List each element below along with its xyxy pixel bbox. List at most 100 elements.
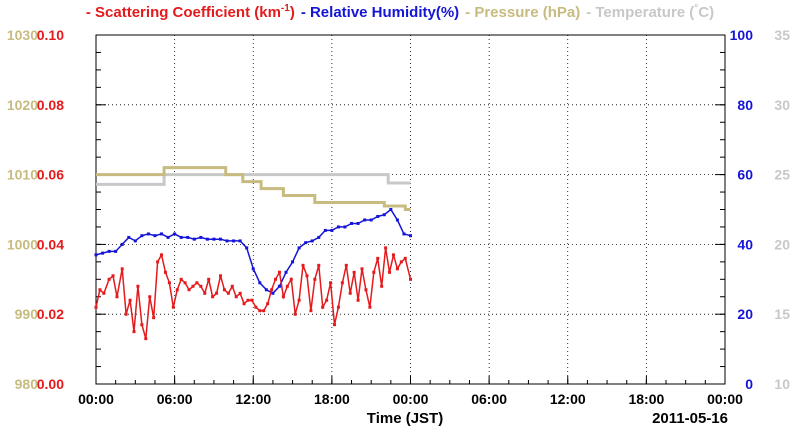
scattering-series-line <box>95 247 412 339</box>
humidity-data-point <box>153 234 157 238</box>
scattering-data-point <box>391 253 395 257</box>
humidity-axis-tick-label: 100 <box>730 27 754 43</box>
legend-entry-text: - Scattering Coefficient (km <box>85 4 281 21</box>
humidity-data-point <box>258 281 262 285</box>
scattering-data-point <box>136 284 140 288</box>
humidity-data-point <box>199 235 203 239</box>
scattering-data-point <box>266 302 270 306</box>
pressure-axis-tick-label: 1010 <box>7 167 38 183</box>
legend-entry: - Scattering Coefficient (km-1) <box>85 3 295 21</box>
humidity-data-point <box>101 251 105 255</box>
scattering-data-point <box>179 277 183 281</box>
humidity-data-point <box>120 242 124 246</box>
scattering-data-point <box>344 263 348 267</box>
humidity-data-point <box>192 237 196 241</box>
legend-entry-text: - Pressure (hPa) <box>465 4 581 21</box>
legend-entry: - Pressure (hPa) <box>465 4 580 21</box>
scattering-data-point <box>293 312 297 316</box>
scattering-axis-tick-label: 0.02 <box>37 306 64 322</box>
legend-entry-text: - Relative Humidity(%) <box>300 4 460 21</box>
legend-entry-suffix: ) <box>289 4 295 21</box>
humidity-data-point <box>369 218 373 222</box>
scattering-data-point <box>207 277 211 281</box>
scattering-data-point <box>348 291 352 295</box>
scattering-axis-tick-label: 0.04 <box>37 236 64 252</box>
scattering-data-point <box>171 305 175 309</box>
humidity-data-point <box>127 235 131 239</box>
humidity-data-point <box>251 267 255 271</box>
scattering-data-point <box>191 284 195 288</box>
scattering-data-point <box>238 291 242 295</box>
scattering-data-point <box>403 256 407 260</box>
scattering-axis-tick-label: 0.10 <box>37 27 64 43</box>
scattering-axis-tick-label: 0.06 <box>37 167 64 183</box>
temperature-axis-tick-label: 15 <box>774 306 790 322</box>
scattering-data-point <box>395 267 399 271</box>
scattering-data-point <box>183 281 187 285</box>
x-axis-tick-label: 12:00 <box>550 391 586 407</box>
humidity-data-point <box>317 235 321 239</box>
scattering-data-point <box>364 288 368 292</box>
scattering-data-point <box>297 298 301 302</box>
humidity-data-point <box>376 214 380 218</box>
x-axis-tick-label: 00:00 <box>707 391 743 407</box>
scattering-data-point <box>270 288 274 292</box>
scattering-data-point <box>388 270 392 274</box>
scattering-data-point <box>301 263 305 267</box>
legend: - Scattering Coefficient (km-1) - Relativ… <box>0 3 800 21</box>
series-group <box>94 166 412 341</box>
humidity-data-point <box>310 239 314 243</box>
scattering-data-point <box>321 305 325 309</box>
humidity-data-point <box>245 246 249 250</box>
humidity-data-point <box>284 270 288 274</box>
scattering-data-point <box>140 323 144 327</box>
humidity-data-point <box>304 241 308 245</box>
scattering-data-point <box>132 330 136 334</box>
x-axis-tick-label: 12:00 <box>235 391 271 407</box>
scattering-data-point <box>111 274 115 278</box>
x-axis-tick-label: 06:00 <box>157 391 193 407</box>
x-axis-label: Time (JST) <box>367 410 443 427</box>
humidity-data-point <box>133 239 137 243</box>
humidity-data-point <box>212 237 216 241</box>
scattering-data-point <box>107 277 111 281</box>
humidity-data-point <box>238 239 242 243</box>
scattering-data-point <box>277 270 281 274</box>
scattering-data-point <box>356 298 360 302</box>
x-axis-tick-label: 18:00 <box>628 391 664 407</box>
scattering-data-point <box>332 323 336 327</box>
humidity-data-point <box>382 213 386 217</box>
pressure-axis-tick-label: 980 <box>15 376 39 392</box>
scattering-data-point <box>254 305 258 309</box>
x-axis-tick-label: 06:00 <box>471 391 507 407</box>
scattering-data-point <box>124 312 128 316</box>
humidity-axis-tick-label: 60 <box>737 167 753 183</box>
scattering-data-point <box>175 288 179 292</box>
scattering-data-point <box>222 288 226 292</box>
legend-entry-text: - Temperature ( <box>586 4 695 21</box>
humidity-data-point <box>409 234 412 238</box>
humidity-data-point <box>166 235 170 239</box>
humidity-axis-tick-label: 20 <box>737 306 753 322</box>
humidity-data-point <box>343 225 347 229</box>
humidity-data-point <box>389 208 393 211</box>
scattering-axis-tick-label: 0.00 <box>37 376 64 392</box>
pressure-axis-tick-label: 1030 <box>7 27 38 43</box>
scattering-data-point <box>329 281 333 285</box>
scattering-data-point <box>289 277 293 281</box>
scattering-data-point <box>226 291 230 295</box>
x-axis-tick-label: 00:00 <box>78 391 114 407</box>
scattering-data-point <box>313 277 317 281</box>
scattering-data-point <box>144 337 148 341</box>
pressure-axis-tick-label: 990 <box>15 306 39 322</box>
scattering-data-point <box>372 270 376 274</box>
scattering-data-point <box>340 281 344 285</box>
scattering-data-point <box>262 309 266 313</box>
scattering-data-point <box>128 298 132 302</box>
temperature-axis-tick-label: 25 <box>774 167 790 183</box>
legend-entry: - Relative Humidity(%) <box>301 4 459 21</box>
scattering-data-point <box>376 256 380 260</box>
scattering-data-point <box>242 302 246 306</box>
humidity-data-point <box>146 232 150 236</box>
humidity-data-point <box>264 288 268 292</box>
